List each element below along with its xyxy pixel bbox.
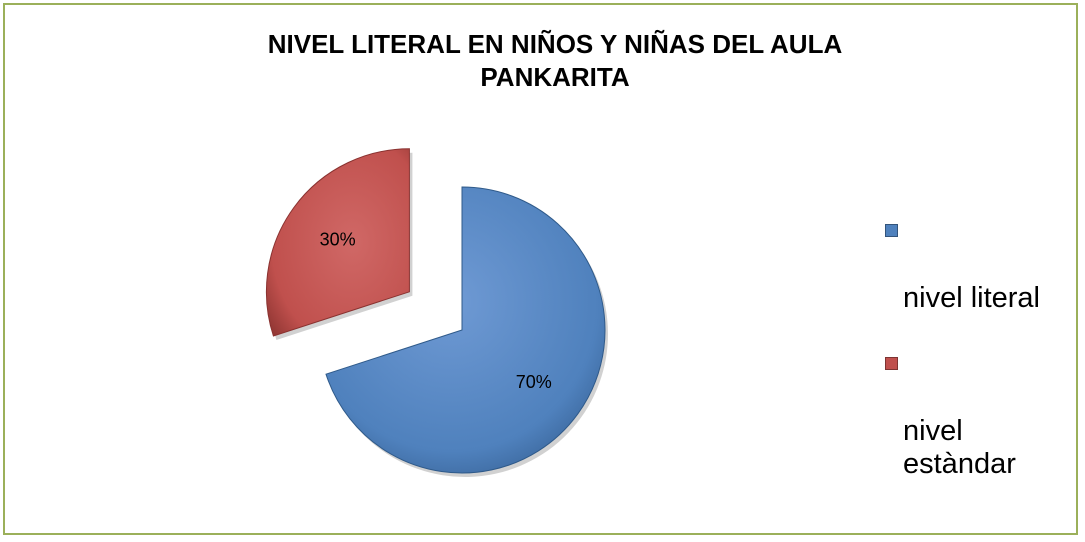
pie-slice-1 [265, 148, 410, 337]
chart-title: NIVEL LITERAL EN NIÑOS Y NIÑAS DEL AULA … [267, 29, 843, 92]
pie-slice-0 [325, 186, 606, 474]
legend-swatch-nivel-literal [885, 224, 898, 237]
chart-legend: nivel literal nivel estàndar [885, 216, 1065, 515]
legend-label-nivel-literal: nivel literal [903, 282, 1040, 314]
legend-label-nivel-estandar: nivel estàndar [903, 415, 1016, 480]
legend-item-nivel-literal: nivel literal [885, 216, 1065, 315]
pie-slice-label-0: 70% [516, 372, 552, 392]
legend-swatch-nivel-estandar [885, 357, 898, 370]
legend-item-nivel-estandar: nivel estàndar [885, 349, 1065, 481]
pie-slice-label-1: 30% [320, 230, 356, 250]
